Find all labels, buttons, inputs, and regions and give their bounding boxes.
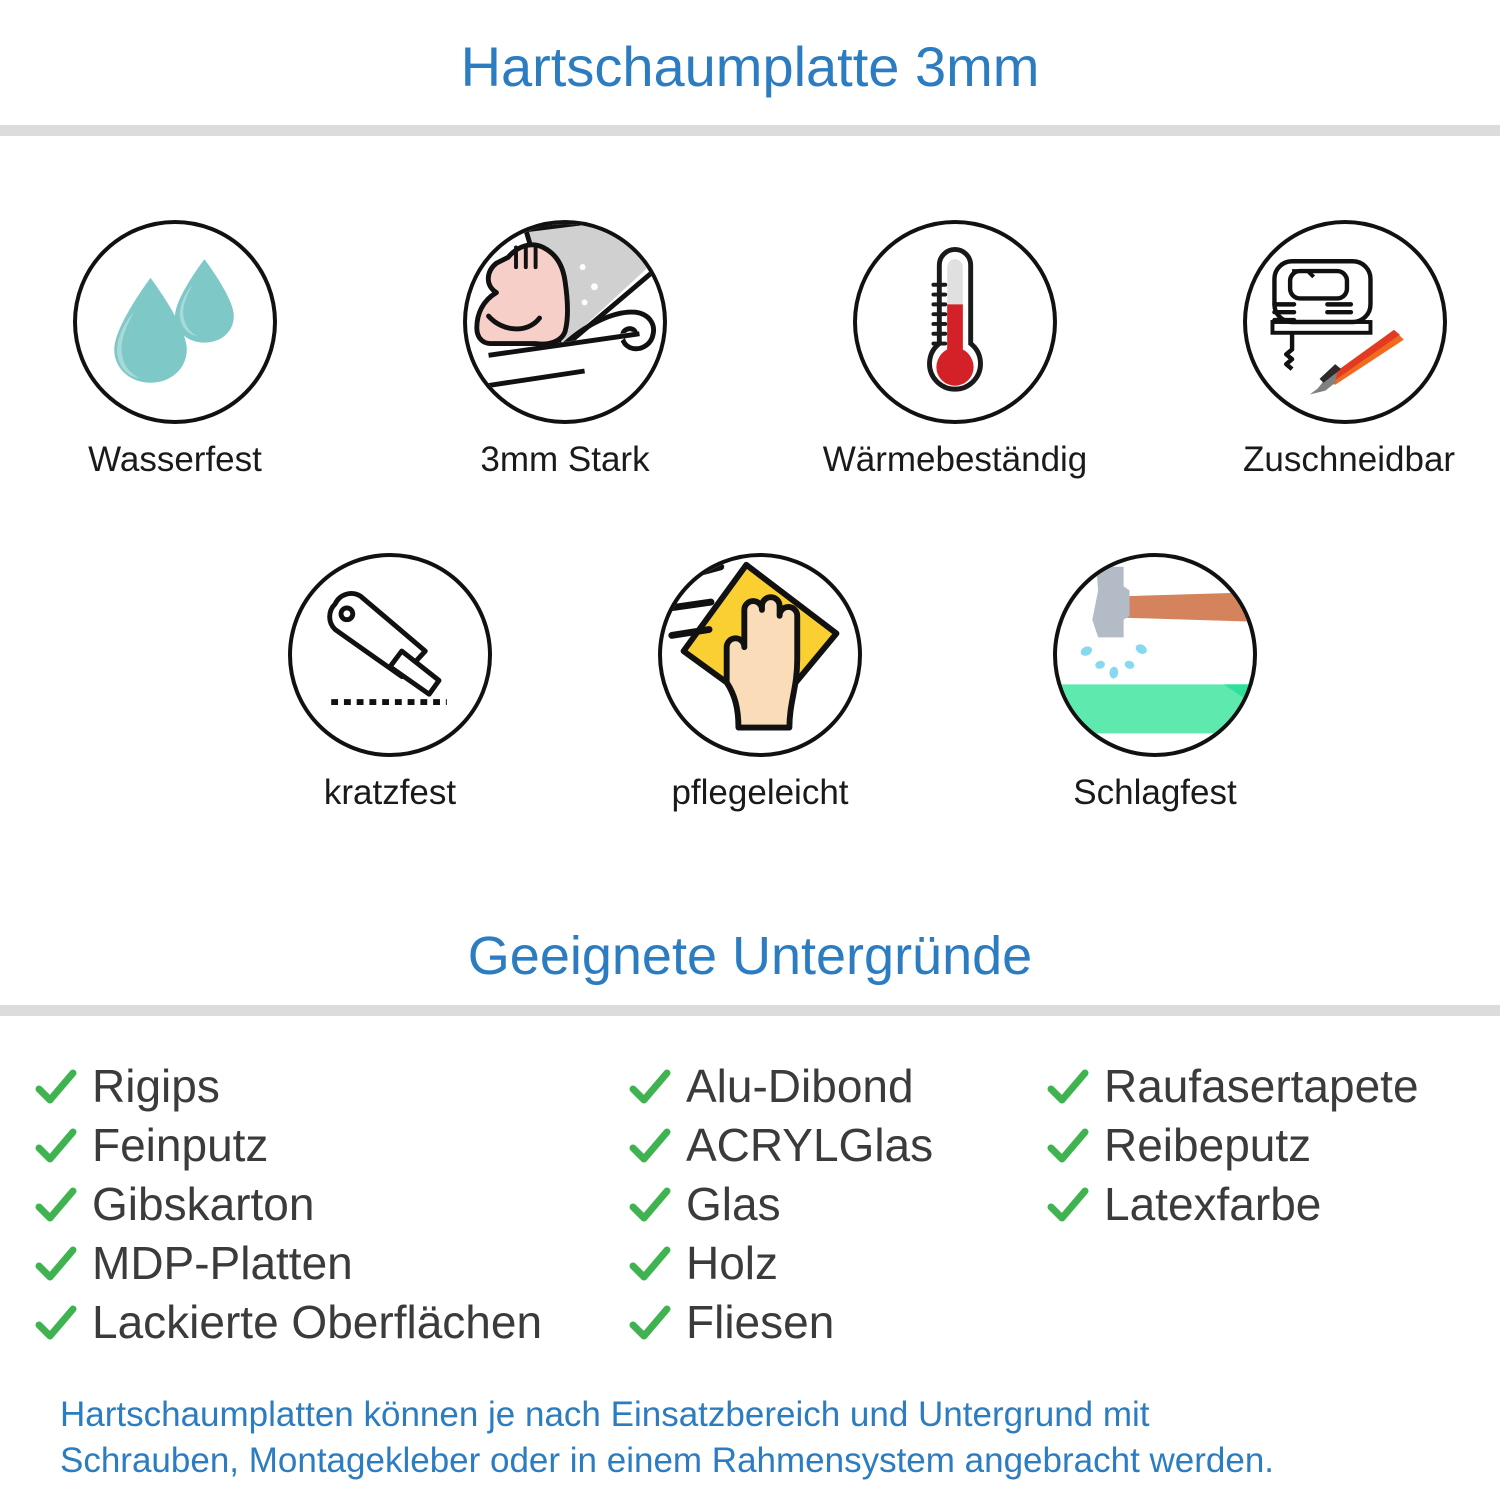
list-item: Gibskarton (34, 1174, 542, 1233)
list-item: Glas (628, 1174, 933, 1233)
list-item-label: Alu-Dibond (686, 1059, 914, 1112)
feature-icon-circle (658, 553, 862, 757)
feature-icon-circle (463, 220, 667, 424)
feature-label: Wasserfest (88, 440, 262, 479)
check-icon (34, 1184, 78, 1228)
list-item-label: Raufasertapete (1104, 1059, 1419, 1112)
footer-line-1: Hartschaumplatten können je nach Einsatz… (60, 1395, 1150, 1434)
substrate-column-3: Raufasertapete Reibeputz Latexfarbe (1046, 1056, 1419, 1233)
footer-line-2: Schrauben, Montagekleber oder in einem R… (60, 1441, 1275, 1480)
section-title-untergruende: Geeignete Untergründe (467, 926, 1033, 986)
feature-icon-circle (73, 220, 277, 424)
feature-pflegeleicht: pflegeleicht (658, 553, 862, 813)
feature-3mm-stark: 3mm Stark (463, 220, 667, 480)
check-icon (1046, 1125, 1090, 1169)
feature-wasserfest: Wasserfest (73, 220, 277, 480)
check-icon (34, 1066, 78, 1110)
list-item: Holz (628, 1233, 933, 1292)
list-item-label: Holz (686, 1236, 779, 1289)
feature-icon-circle (853, 220, 1057, 424)
list-item: Lackierte Oberflächen (34, 1292, 542, 1351)
list-item: ACRYLGlas (628, 1115, 933, 1174)
check-icon (628, 1066, 672, 1110)
feature-label: Schlagfest (1073, 773, 1237, 812)
list-item: MDP-Platten (34, 1233, 542, 1292)
list-item: Alu-Dibond (628, 1056, 933, 1115)
check-icon (628, 1184, 672, 1228)
feature-kratzfest: kratzfest (288, 553, 492, 813)
check-icon (1046, 1184, 1090, 1228)
feature-icon-circle (1243, 220, 1447, 424)
list-item-label: Reibeputz (1104, 1118, 1312, 1171)
feature-label: Wärmebeständig (822, 440, 1088, 479)
thermometer-icon (927, 247, 983, 392)
list-item: Raufasertapete (1046, 1056, 1419, 1115)
substrate-column-2: Alu-Dibond ACRYLGlas Glas Holz Fliesen (628, 1056, 933, 1351)
list-item-label: Feinputz (92, 1118, 269, 1171)
list-item: Reibeputz (1046, 1115, 1419, 1174)
feature-label: kratzfest (323, 773, 457, 812)
check-icon (628, 1125, 672, 1169)
footer-note: Hartschaumplatten können je nach Einsatz… (60, 1392, 1460, 1484)
divider-top (0, 125, 1500, 136)
feature-label: Zuschneidbar (1243, 440, 1456, 479)
check-icon (628, 1302, 672, 1346)
check-icon (34, 1125, 78, 1169)
list-item-label: Glas (686, 1177, 781, 1230)
hammer-impact-icon (1057, 566, 1253, 734)
list-item: Fliesen (628, 1292, 933, 1351)
list-item: Latexfarbe (1046, 1174, 1419, 1233)
water-drops-icon (114, 259, 234, 383)
feature-icon-circle (288, 553, 492, 757)
feature-zuschneidbar: Zuschneidbar (1243, 220, 1456, 480)
jigsaw-cutter-icon (1270, 259, 1404, 395)
cutter-knife-scratch-icon (327, 591, 447, 705)
check-icon (628, 1243, 672, 1287)
check-icon (1046, 1066, 1090, 1110)
list-item: Feinputz (34, 1115, 542, 1174)
feature-schlagfest: Schlagfest (1053, 553, 1257, 813)
list-item-label: Fliesen (686, 1295, 835, 1348)
feature-icon-circle (1053, 553, 1257, 757)
list-item: Rigips (34, 1056, 542, 1115)
feature-waermebestaendig: Wärmebeständig (823, 220, 1087, 480)
list-item-label: Lackierte Oberflächen (92, 1295, 543, 1348)
substrate-lists: Rigips Feinputz Gibskarton MDP-Platten L… (0, 1056, 1500, 1356)
page-title: Hartschaumplatte 3mm (460, 35, 1040, 98)
feature-label: 3mm Stark (480, 440, 650, 479)
list-item-label: MDP-Platten (92, 1236, 353, 1289)
check-icon (34, 1302, 78, 1346)
list-item-label: ACRYLGlas (686, 1118, 934, 1171)
feature-label: pflegeleicht (671, 773, 849, 812)
list-item-label: Latexfarbe (1104, 1177, 1322, 1230)
list-item-label: Gibskarton (92, 1177, 315, 1230)
divider-bottom (0, 1005, 1500, 1016)
substrate-column-1: Rigips Feinputz Gibskarton MDP-Platten L… (34, 1056, 542, 1351)
check-icon (34, 1243, 78, 1287)
hand-cleaning-cloth-icon (666, 561, 840, 731)
flexed-bicep-icon (474, 224, 663, 411)
list-item-label: Rigips (92, 1059, 220, 1112)
